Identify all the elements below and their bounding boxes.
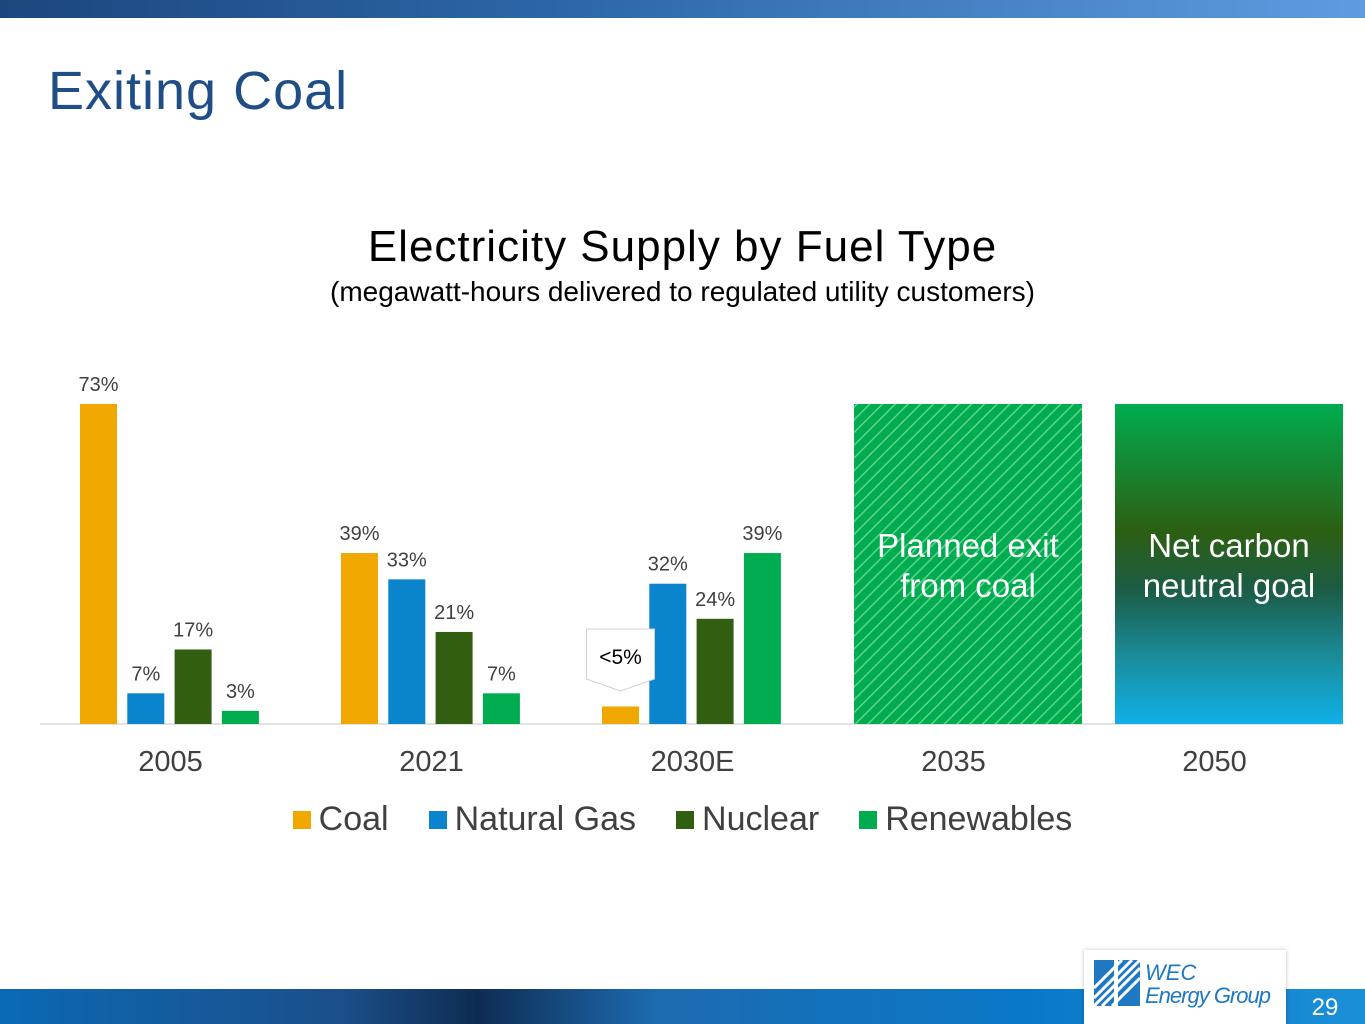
bar-nuclear-2030E (696, 618, 734, 724)
goal-bar-text-2050-2: neutral goal (1143, 567, 1315, 604)
data-label-nuclear-2030E: 24% (695, 589, 735, 611)
company-logo: WEC Energy Group (1084, 950, 1286, 1024)
data-label-coal-2005: 73% (78, 374, 118, 396)
legend-item-coal: Coal (292, 800, 389, 839)
bar-renewables-2021 (482, 693, 520, 724)
legend-item-nuclear: Nuclear (676, 800, 819, 839)
data-label-renewables-2030E: 39% (742, 523, 782, 545)
data-label-nuclear-2005: 17% (173, 619, 213, 641)
bar-coal-2030E (602, 706, 639, 724)
legend-item-renewables: Renewables (859, 800, 1072, 839)
legend-item-natural-gas: Natural Gas (428, 800, 637, 839)
legend-swatch (428, 810, 447, 829)
goal-bar-text-2035-2: from coal (900, 567, 1036, 604)
bar-nuclear-2021 (435, 631, 473, 724)
chart-title: Electricity Supply by Fuel Type (367, 222, 998, 271)
data-label-nuclear-2021: 21% (434, 602, 474, 624)
chart-subtitle: (megawatt-hours delivered to regulated u… (330, 276, 1035, 307)
legend-swatch (859, 810, 878, 829)
bar-renewables-2030E (743, 553, 781, 724)
data-label-renewables-2021: 7% (487, 663, 516, 685)
data-label-coal-2021: 39% (339, 523, 379, 545)
legend-label: Nuclear (702, 800, 820, 838)
bar-natural-gas-2030E (649, 583, 687, 724)
x-tick-label-2005: 2005 (138, 746, 203, 778)
bar-natural-gas-2005 (127, 693, 165, 724)
page-number: 29 (1311, 994, 1339, 1021)
data-label-renewables-2005: 3% (226, 681, 255, 703)
legend-label: Natural Gas (454, 800, 637, 838)
x-tick-label-2030E: 2030E (651, 746, 735, 778)
legend-swatch (292, 810, 311, 829)
data-label-natural-gas-2021: 33% (387, 549, 427, 571)
callout-text: <5% (599, 646, 642, 669)
bar-renewables-2005 (221, 710, 259, 724)
callout-bubble (586, 628, 655, 692)
data-label-natural-gas-2030E: 32% (648, 554, 688, 576)
bar-coal-2021 (341, 553, 378, 724)
logo-text-energy-group: Energy Group (1145, 983, 1271, 1008)
goal-bar-2050 (1115, 404, 1343, 724)
goal-bar-text-2035-1: Planned exit (877, 527, 1059, 564)
legend-label: Renewables (885, 800, 1073, 838)
x-tick-label-2021: 2021 (399, 746, 464, 778)
x-tick-label-2035: 2035 (921, 746, 986, 778)
x-tick-label-2050: 2050 (1182, 746, 1247, 778)
chart-legend: Coal Natural Gas Nuclear Renewables (0, 800, 1365, 839)
data-label-natural-gas-2005: 7% (131, 663, 160, 685)
bar-coal-2005 (80, 404, 117, 724)
legend-label: Coal (318, 800, 389, 838)
top-accent-bar (0, 0, 1365, 18)
legend-swatch (676, 810, 695, 829)
wec-logo-mark-icon (1094, 960, 1140, 1006)
bar-nuclear-2005 (174, 649, 212, 724)
goal-bar-2035 (854, 404, 1082, 724)
slide-title: Exiting Coal (48, 61, 349, 121)
goal-bar-text-2050-1: Net carbon (1148, 527, 1309, 564)
bar-natural-gas-2021 (388, 579, 426, 724)
logo-text-wec: WEC (1145, 960, 1197, 985)
